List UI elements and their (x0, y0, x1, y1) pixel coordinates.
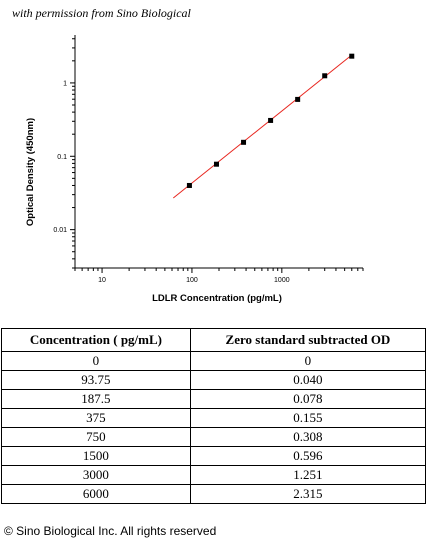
data-point (349, 53, 355, 59)
x-tick-label: 10 (98, 277, 106, 284)
table-row: 3000 1.251 (1, 465, 427, 485)
standard-curve-chart: 10 100 1000 0.01 0.1 1 LDLR Concentration (pg… (25, 35, 364, 304)
od-cell: 0.078 (189, 389, 427, 409)
table-row: 375 0.155 (1, 408, 427, 428)
concentration-cell: 0 (1, 351, 191, 371)
data-point (241, 139, 247, 145)
od-cell: 0 (189, 351, 427, 371)
table-row: 93.75 0.040 (1, 370, 427, 390)
table-row: 187.5 0.078 (1, 389, 427, 409)
od-cell: 2.315 (189, 484, 427, 504)
header-od: Zero standard subtracted OD (189, 328, 427, 352)
concentration-cell: 750 (1, 427, 191, 447)
od-cell: 0.596 (189, 446, 427, 466)
permission-note: with permission from Sino Biological (12, 6, 191, 20)
y-tick-label: 0.1 (57, 154, 67, 161)
table-header-row: Concentration ( pg/mL) Zero standard sub… (1, 328, 427, 352)
concentration-cell: 3000 (1, 465, 191, 485)
copyright-text: © Sino Biological Inc. All rights reserv… (4, 524, 217, 538)
table-row: 1500 0.596 (1, 446, 427, 466)
x-axis-label: LDLR Concentration (pg/mL) (152, 293, 282, 304)
data-point (268, 117, 274, 123)
chart-axes: 10 100 1000 0.01 0.1 1 (53, 35, 364, 284)
concentration-cell: 6000 (1, 484, 191, 504)
data-points-group (186, 53, 355, 188)
y-tick-label: 0.01 (53, 227, 67, 234)
concentration-cell: 187.5 (1, 389, 191, 409)
table-row: 750 0.308 (1, 427, 427, 447)
concentration-od-table: Concentration ( pg/mL) Zero standard sub… (1, 328, 427, 504)
data-point (322, 73, 328, 79)
y-tick-label: 1 (63, 80, 67, 87)
od-cell: 0.155 (189, 408, 427, 428)
od-cell: 0.308 (189, 427, 427, 447)
table-row: 6000 2.315 (1, 484, 427, 504)
header-concentration: Concentration ( pg/mL) (1, 328, 191, 352)
fit-line-group (172, 54, 353, 199)
od-cell: 0.040 (189, 370, 427, 390)
data-point (186, 182, 192, 188)
concentration-cell: 93.75 (1, 370, 191, 390)
y-axis-label: Optical Density (450nm) (25, 118, 36, 226)
od-cell: 1.251 (189, 465, 427, 485)
x-tick-label: 1000 (274, 277, 290, 284)
fit-line (172, 54, 353, 199)
x-tick-label: 100 (186, 277, 198, 284)
concentration-cell: 1500 (1, 446, 191, 466)
data-point (213, 161, 219, 167)
concentration-cell: 375 (1, 408, 191, 428)
data-point (295, 96, 301, 102)
